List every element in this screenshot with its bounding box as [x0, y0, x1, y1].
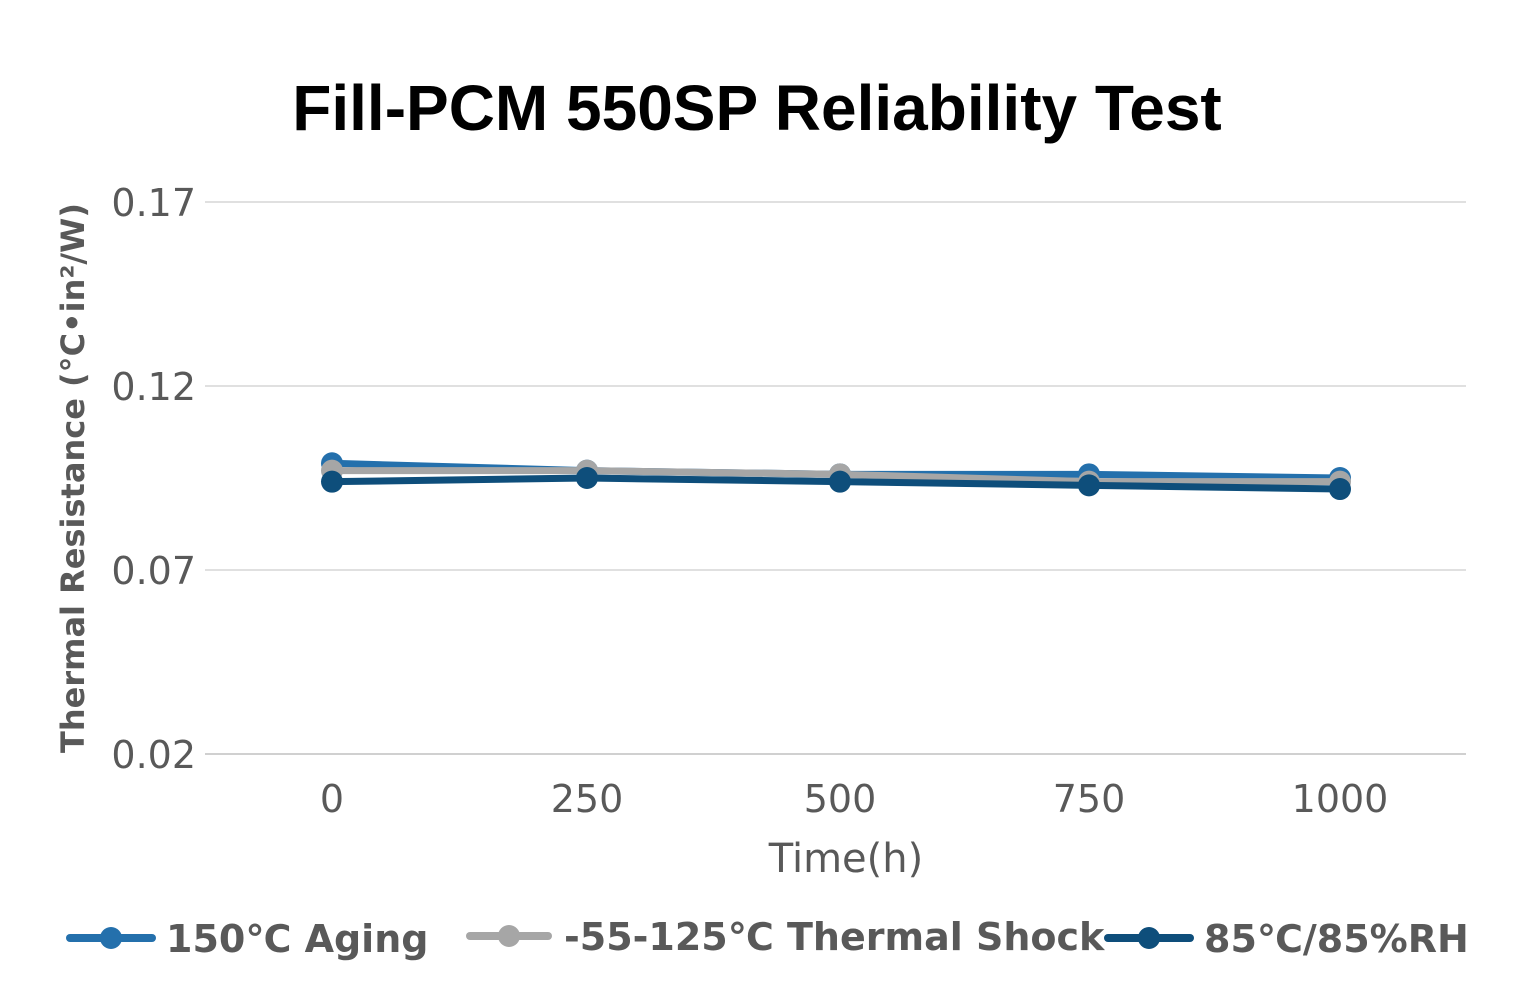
series-layer — [321, 452, 1351, 501]
legend-marker — [100, 927, 122, 949]
data-point — [1329, 478, 1351, 501]
x-tick-label: 0 — [320, 777, 344, 821]
legend-label: -55-125℃ Thermal Shock — [564, 915, 1105, 959]
data-point — [1078, 474, 1100, 497]
legend: 150℃ Aging -55-125℃ Thermal Shock 85℃/85%R… — [66, 915, 1469, 961]
y-tick-label: 0.07 — [111, 549, 196, 593]
y-tick-label: 0.12 — [111, 365, 196, 409]
x-tick-label: 250 — [551, 777, 624, 821]
x-tick-label: 750 — [1053, 777, 1126, 821]
y-tick-label: 0.17 — [111, 181, 196, 225]
data-point — [576, 467, 598, 489]
legend-label: 85℃/85%RH — [1204, 917, 1469, 961]
y-tick-labels: 0.17 0.12 0.07 0.02 — [111, 181, 196, 777]
x-tick-label: 1000 — [1292, 777, 1389, 821]
y-axis-label: Thermal Resistance (°C•in²/W) — [54, 203, 92, 753]
chart-title: Fill-PCM 550SP Reliability Test — [292, 72, 1221, 144]
x-axis-label: Time(h) — [768, 836, 923, 882]
x-tick-labels: 0 250 500 750 1000 — [320, 777, 1388, 821]
x-tick-label: 500 — [804, 777, 877, 821]
legend-marker — [1138, 927, 1160, 949]
legend-marker — [498, 925, 520, 947]
y-tick-label: 0.02 — [111, 733, 196, 777]
legend-label: 150℃ Aging — [166, 917, 428, 961]
data-point — [829, 470, 851, 493]
data-point — [321, 470, 343, 493]
gridlines — [205, 201, 1466, 755]
